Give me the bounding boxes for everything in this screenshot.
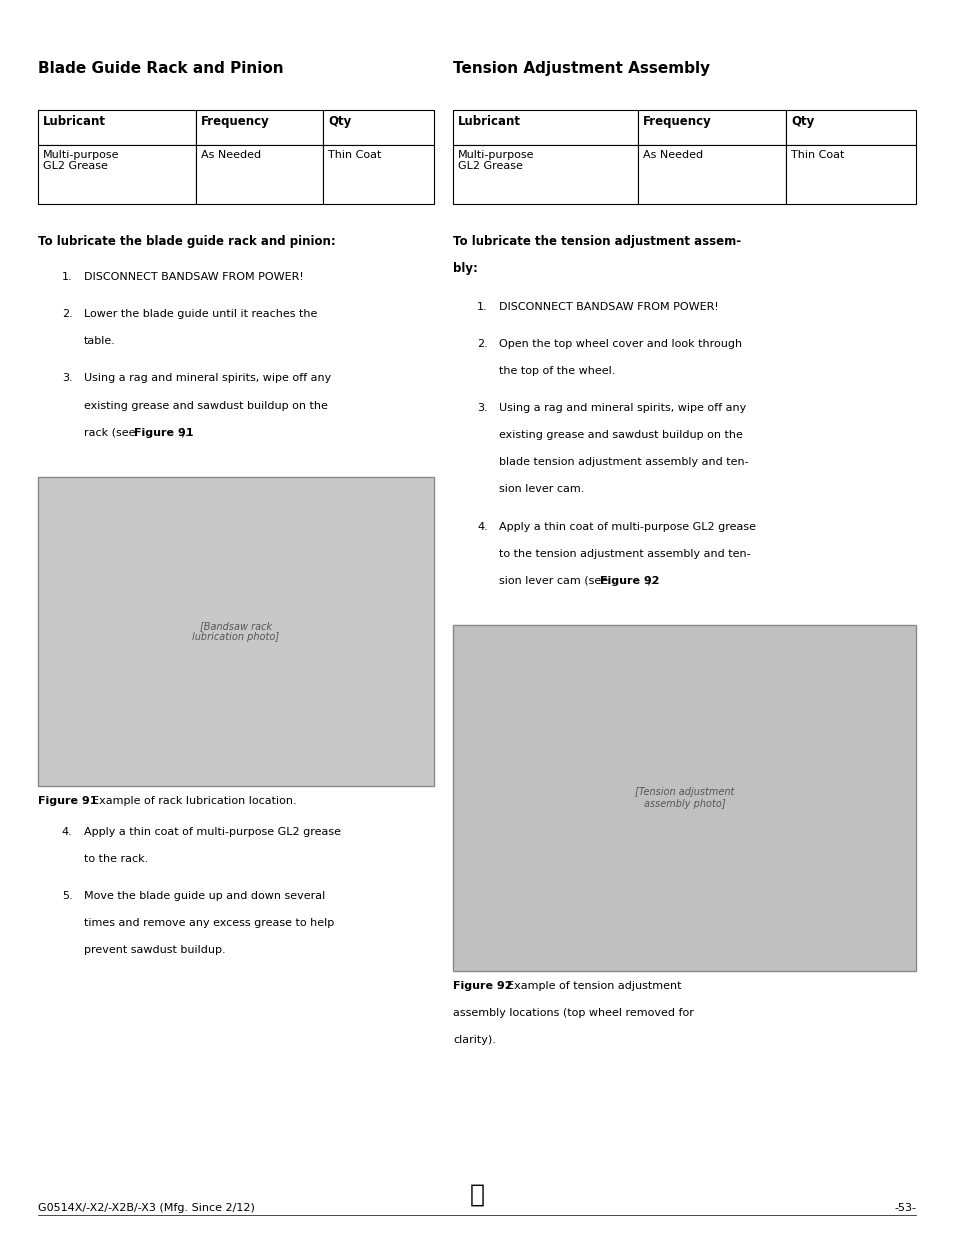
Text: bly:: bly: [453,262,477,275]
Text: Qty: Qty [328,115,351,128]
Text: . Example of tension adjustment: . Example of tension adjustment [499,981,681,990]
Text: 2.: 2. [476,338,487,348]
Text: [Tension adjustment
assembly photo]: [Tension adjustment assembly photo] [635,788,734,809]
Text: Lubricant: Lubricant [43,115,106,128]
Bar [453,144,638,204]
Bar [785,144,915,204]
Text: sion lever cam.: sion lever cam. [498,484,583,494]
Text: 3.: 3. [476,403,487,412]
Text: blade tension adjustment assembly and ten-: blade tension adjustment assembly and te… [498,457,748,467]
Text: Frequency: Frequency [642,115,711,128]
Bar [38,110,196,144]
Bar [323,110,434,144]
Text: Blade Guide Rack and Pinion: Blade Guide Rack and Pinion [38,61,283,75]
Text: [Bandsaw rack
lubrication photo]: [Bandsaw rack lubrication photo] [193,621,279,642]
Text: Tension Adjustment Assembly: Tension Adjustment Assembly [453,61,710,75]
Text: 5.: 5. [62,890,72,900]
Text: Frequency: Frequency [201,115,270,128]
Text: Apply a thin coat of multi-purpose GL2 grease: Apply a thin coat of multi-purpose GL2 g… [84,826,340,836]
Text: table.: table. [84,336,115,346]
Text: 1.: 1. [476,301,487,311]
Bar [196,110,323,144]
Text: 3.: 3. [62,373,72,383]
Text: 4.: 4. [476,521,487,531]
Text: To lubricate the tension adjustment assem-: To lubricate the tension adjustment asse… [453,235,740,248]
Text: sion lever cam (see: sion lever cam (see [498,576,611,585]
Text: existing grease and sawdust buildup on the: existing grease and sawdust buildup on t… [498,430,742,440]
Text: G0514X/-X2/-X2B/-X3 (Mfg. Since 2/12): G0514X/-X2/-X2B/-X3 (Mfg. Since 2/12) [38,1203,254,1213]
Text: Qty: Qty [790,115,814,128]
Text: Apply a thin coat of multi-purpose GL2 grease: Apply a thin coat of multi-purpose GL2 g… [498,521,755,531]
Text: to the tension adjustment assembly and ten-: to the tension adjustment assembly and t… [498,548,750,558]
Text: As Needed: As Needed [642,149,702,159]
Text: DISCONNECT BANDSAW FROM POWER!: DISCONNECT BANDSAW FROM POWER! [84,272,303,282]
Text: To lubricate the blade guide rack and pinion:: To lubricate the blade guide rack and pi… [38,235,335,248]
Text: Lower the blade guide until it reaches the: Lower the blade guide until it reaches t… [84,309,316,319]
Text: times and remove any excess grease to help: times and remove any excess grease to he… [84,918,334,927]
Text: Move the blade guide up and down several: Move the blade guide up and down several [84,890,325,900]
Text: ).: ). [180,427,188,437]
Text: assembly locations (top wheel removed for: assembly locations (top wheel removed fo… [453,1008,693,1018]
Text: Figure 92: Figure 92 [599,576,659,585]
Text: clarity).: clarity). [453,1035,496,1045]
Bar [638,144,785,204]
Bar [638,110,785,144]
Text: prevent sawdust buildup.: prevent sawdust buildup. [84,945,225,955]
Text: Multi-purpose
GL2 Grease: Multi-purpose GL2 Grease [457,149,534,172]
Text: ).: ). [645,576,653,585]
Text: 4.: 4. [62,826,72,836]
Text: Figure 92: Figure 92 [453,981,512,990]
Text: Multi-purpose
GL2 Grease: Multi-purpose GL2 Grease [43,149,119,172]
Text: Using a rag and mineral spirits, wipe off any: Using a rag and mineral spirits, wipe of… [498,403,745,412]
Bar [38,477,434,785]
Text: 🐻: 🐻 [469,1183,484,1207]
Bar [323,144,434,204]
Bar [453,625,915,971]
Text: Figure 91: Figure 91 [134,427,193,437]
Bar [196,144,323,204]
Text: rack (see: rack (see [84,427,138,437]
Text: -53-: -53- [893,1203,915,1213]
Bar [785,110,915,144]
Text: Open the top wheel cover and look through: Open the top wheel cover and look throug… [498,338,741,348]
Text: Figure 91: Figure 91 [38,795,97,805]
Text: to the rack.: to the rack. [84,853,148,863]
Text: Using a rag and mineral spirits, wipe off any: Using a rag and mineral spirits, wipe of… [84,373,331,383]
Text: 1.: 1. [62,272,72,282]
Bar [38,144,196,204]
Text: the top of the wheel.: the top of the wheel. [498,366,615,375]
Text: Thin Coat: Thin Coat [790,149,843,159]
Text: existing grease and sawdust buildup on the: existing grease and sawdust buildup on t… [84,400,327,410]
Text: . Example of rack lubrication location.: . Example of rack lubrication location. [85,795,296,805]
Text: As Needed: As Needed [201,149,261,159]
Bar [453,110,638,144]
Text: 2.: 2. [62,309,72,319]
Text: Thin Coat: Thin Coat [328,149,381,159]
Text: DISCONNECT BANDSAW FROM POWER!: DISCONNECT BANDSAW FROM POWER! [498,301,718,311]
Text: Lubricant: Lubricant [457,115,520,128]
